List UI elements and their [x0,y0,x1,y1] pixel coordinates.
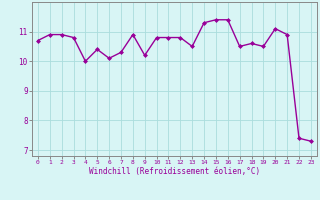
X-axis label: Windchill (Refroidissement éolien,°C): Windchill (Refroidissement éolien,°C) [89,167,260,176]
